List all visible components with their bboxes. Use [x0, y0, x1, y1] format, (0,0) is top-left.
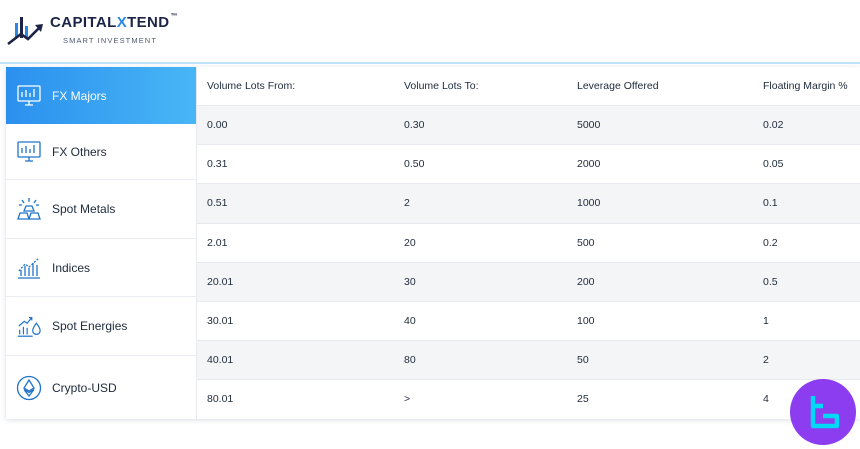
monitor-chart-icon — [16, 139, 42, 165]
capitalxtend-logo-icon — [7, 17, 43, 46]
sidebar-item-label: Spot Metals — [52, 202, 116, 216]
table-row: 30.01 40 100 1 — [197, 300, 860, 341]
column-header: Volume Lots To: — [394, 67, 567, 106]
table-cell: 1 — [753, 300, 860, 341]
instrument-sidebar: FX Majors FX Others Spot — [6, 67, 197, 419]
column-header: Floating Margin % — [753, 67, 860, 106]
sidebar-item-label: Spot Energies — [52, 319, 128, 333]
table-cell: 5000 — [567, 104, 753, 145]
table-row: 80.01 > 25 4 — [197, 379, 860, 419]
header-divider — [0, 62, 860, 64]
sidebar-item-crypto-usd[interactable]: Crypto-USD — [6, 356, 196, 419]
table-cell: 30.01 — [197, 300, 394, 341]
sidebar-item-label: FX Majors — [52, 88, 107, 103]
sidebar-item-fx-majors[interactable]: FX Majors — [6, 67, 196, 124]
table-cell: 1000 — [567, 183, 753, 224]
sidebar-item-label: Crypto-USD — [52, 380, 117, 395]
sidebar-item-spot-energies[interactable]: Spot Energies — [6, 297, 196, 356]
sidebar-item-fx-others[interactable]: FX Others — [6, 124, 196, 180]
table-cell: 20.01 — [197, 261, 394, 302]
table-cell: 2 — [753, 340, 860, 380]
table-cell: 50 — [567, 340, 753, 380]
table-cell: 0.00 — [197, 104, 394, 145]
table-cell: 2000 — [567, 144, 753, 184]
table-cell: 100 — [567, 300, 753, 341]
table-row: 2.01 20 500 0.2 — [197, 222, 860, 263]
table-header-row: Volume Lots From: Volume Lots To: Levera… — [197, 67, 860, 106]
site-header: CAPITALXTEND™ SMART INVESTMENT — [0, 0, 860, 62]
table-cell: 0.02 — [753, 104, 860, 145]
table-cell: > — [394, 379, 567, 419]
table-cell: 0.31 — [197, 144, 394, 184]
table-cell: 0.5 — [753, 261, 860, 302]
table-cell: 80 — [394, 340, 567, 380]
ethereum-icon — [16, 375, 42, 401]
column-header: Leverage Offered — [567, 67, 753, 106]
sidebar-item-indices[interactable]: Indices — [6, 239, 196, 297]
table-cell: 2.01 — [197, 222, 394, 263]
table-row: 0.00 0.30 5000 0.02 — [197, 104, 860, 145]
tradingfinder-watermark-icon — [790, 379, 856, 445]
table-row: 20.01 30 200 0.5 — [197, 261, 860, 302]
table-cell: 500 — [567, 222, 753, 263]
table-cell: 200 — [567, 261, 753, 302]
table-cell: 20 — [394, 222, 567, 263]
table-cell: 0.2 — [753, 222, 860, 263]
table-row: 0.31 0.50 2000 0.05 — [197, 144, 860, 184]
table-cell: 0.1 — [753, 183, 860, 224]
table-cell: 40 — [394, 300, 567, 341]
table-row: 40.01 80 50 2 — [197, 340, 860, 380]
table-cell: 40.01 — [197, 340, 394, 380]
table-cell: 80.01 — [197, 379, 394, 419]
energy-chart-icon — [16, 313, 42, 339]
sidebar-item-spot-metals[interactable]: Spot Metals — [6, 180, 196, 239]
table-cell: 2 — [394, 183, 567, 224]
table-cell: 30 — [394, 261, 567, 302]
brand-tagline: SMART INVESTMENT — [63, 36, 157, 45]
leverage-table-container: Volume Lots From: Volume Lots To: Levera… — [197, 67, 860, 419]
table-cell: 25 — [567, 379, 753, 419]
column-header: Volume Lots From: — [197, 67, 394, 106]
table-cell: 0.30 — [394, 104, 567, 145]
gold-bars-icon — [16, 196, 42, 222]
leverage-card: FX Majors FX Others Spot — [6, 67, 860, 419]
monitor-chart-icon — [16, 83, 42, 109]
table-cell: 0.51 — [197, 183, 394, 224]
indices-chart-icon — [16, 255, 42, 281]
table-cell: 0.50 — [394, 144, 567, 184]
table-cell: 0.05 — [753, 144, 860, 184]
brand-name[interactable]: CAPITALXTEND™ — [50, 13, 178, 31]
sidebar-item-label: Indices — [52, 260, 91, 275]
leverage-table: Volume Lots From: Volume Lots To: Levera… — [197, 67, 860, 419]
sidebar-item-label: FX Others — [52, 144, 107, 159]
table-row: 0.51 2 1000 0.1 — [197, 183, 860, 224]
